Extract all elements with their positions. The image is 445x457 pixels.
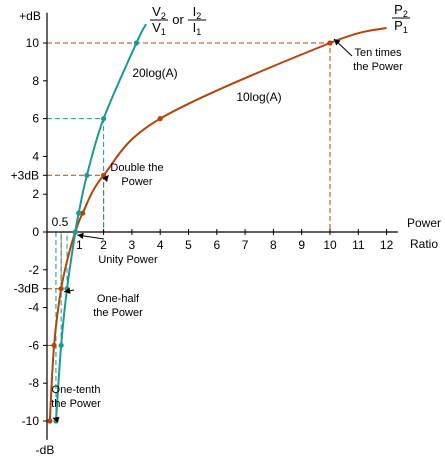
data-point-voltage bbox=[133, 40, 140, 46]
series-label-power: 10log(A) bbox=[236, 90, 281, 104]
annotation-arrowhead bbox=[334, 39, 341, 46]
annotation-label: Unity Power bbox=[98, 254, 158, 266]
x-axis-label: Ratio bbox=[410, 237, 438, 251]
y-tick-label: -2 bbox=[28, 263, 39, 277]
y-axis-label-top: +dB bbox=[19, 9, 41, 23]
data-point-power bbox=[80, 210, 86, 216]
annotation-arrowhead bbox=[52, 416, 60, 423]
x-tick-label: 12 bbox=[380, 238, 394, 252]
data-point-power bbox=[101, 172, 107, 178]
x-tick-label: 1 bbox=[76, 238, 83, 252]
data-point-power bbox=[157, 116, 163, 122]
x-tick-label: 5 bbox=[185, 238, 192, 252]
y-tick-label: 4 bbox=[32, 149, 39, 163]
x-tick-label: 11 bbox=[352, 238, 365, 252]
frac-numerator: V2 bbox=[152, 4, 166, 21]
y-tick-label: 2 bbox=[32, 187, 39, 201]
reference-line bbox=[47, 42, 331, 232]
data-point-voltage bbox=[58, 342, 64, 348]
data-point-voltage bbox=[101, 116, 107, 122]
annotation-arrowhead bbox=[64, 287, 71, 294]
y-special-label: +3dB bbox=[11, 168, 39, 182]
frac-numerator: I2 bbox=[193, 4, 202, 21]
frac-denominator-sub: 1 bbox=[161, 27, 166, 37]
y-tick-label: 6 bbox=[32, 112, 39, 126]
x-tick-label: 3 bbox=[129, 238, 136, 252]
y-axis-label-bottom: -dB bbox=[36, 443, 55, 457]
annotation-label: the Power bbox=[353, 61, 403, 73]
frac-numerator-sub: 2 bbox=[403, 9, 408, 19]
frac-denominator-sub: 1 bbox=[196, 27, 201, 37]
frac-numerator-sub: 2 bbox=[196, 11, 201, 21]
annotation-arrowhead bbox=[77, 232, 84, 240]
annotation-label: the Power bbox=[93, 307, 143, 319]
reference-line bbox=[47, 232, 62, 290]
series-line-power bbox=[48, 26, 387, 422]
annotation-label: Ten times bbox=[354, 47, 402, 59]
frac-denominator: P1 bbox=[394, 18, 408, 35]
series-line-voltage bbox=[54, 23, 147, 422]
frac-denominator-sub: 1 bbox=[403, 25, 408, 35]
y-tick-label: 8 bbox=[32, 74, 39, 88]
data-point-power bbox=[327, 40, 333, 46]
y-tick-label: 0 bbox=[32, 225, 39, 239]
data-point-voltage bbox=[84, 172, 90, 178]
frac-numerator: P2 bbox=[394, 2, 408, 19]
frac-numerator-sub: 2 bbox=[161, 11, 166, 21]
annotation-label: Double the bbox=[110, 162, 163, 174]
annotation-label: One-tenth bbox=[52, 384, 101, 396]
curves bbox=[48, 23, 387, 422]
axes: 1 2 3 4 5 6 7 8 9 10 11 120.51086420-2-4-6-8-10+3dB… bbox=[11, 9, 441, 457]
data-point-voltage bbox=[72, 229, 78, 235]
annotation-label: the Power bbox=[51, 398, 101, 410]
frac-denominator: I1 bbox=[193, 20, 202, 37]
x-axis-label: Power bbox=[407, 216, 441, 230]
annotation-arrowhead bbox=[102, 175, 109, 182]
x-tick-label: 8 bbox=[270, 238, 277, 252]
data-point-power bbox=[47, 418, 53, 424]
annotation-label: Power bbox=[121, 176, 153, 188]
y-tick-label: -4 bbox=[28, 301, 39, 315]
y-special-label: -3dB bbox=[14, 282, 39, 296]
data-point-voltage bbox=[76, 210, 82, 216]
x-tick-label: 6 bbox=[213, 238, 220, 252]
x-tick-label: 10 bbox=[323, 238, 337, 252]
data-point-power bbox=[51, 342, 57, 348]
annotation-label: One-half bbox=[97, 293, 140, 305]
data-point-power bbox=[58, 286, 64, 292]
y-tick-label: -6 bbox=[28, 338, 39, 352]
y-tick-label: -10 bbox=[22, 414, 40, 428]
frac-denominator: V1 bbox=[152, 20, 166, 37]
y-tick-label: -8 bbox=[28, 376, 39, 390]
x-tick-label-0-5: 0.5 bbox=[52, 215, 69, 229]
x-tick-label: 9 bbox=[298, 238, 305, 252]
x-tick-label: 2 bbox=[100, 238, 107, 252]
y-tick-label: 10 bbox=[26, 36, 40, 50]
legend-or: or bbox=[172, 12, 184, 27]
series-label-voltage: 20log(A) bbox=[132, 66, 177, 80]
x-tick-label: 4 bbox=[157, 238, 164, 252]
x-tick-label: 7 bbox=[242, 238, 249, 252]
